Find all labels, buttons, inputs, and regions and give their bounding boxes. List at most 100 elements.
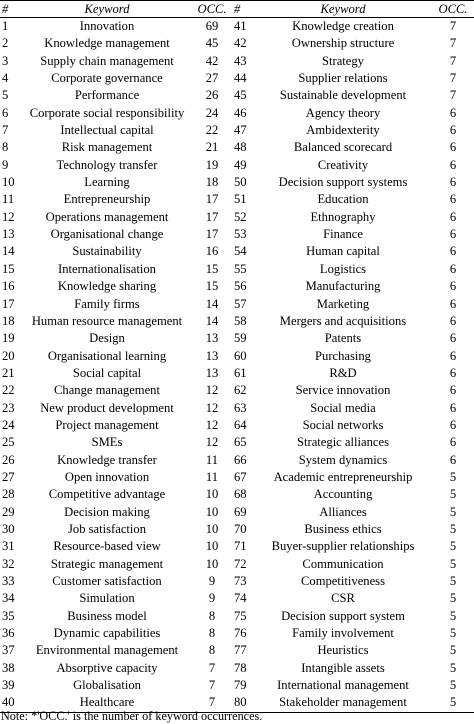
left-keyword-cell: Risk management	[61, 140, 153, 155]
right-rank-cell: 53	[234, 227, 247, 242]
right-rank-cell: 46	[234, 105, 247, 120]
table-row: 3 Supply chain management 42 43 Strategy 7	[0, 53, 474, 70]
left-keyword-cell: Sustainability	[72, 244, 142, 259]
right-rank-cell: 78	[234, 660, 247, 675]
table-row: 26 Knowledge transfer 11 66 System dynamics 6	[0, 452, 474, 469]
right-rank-cell: 60	[234, 348, 247, 363]
right-rank-cell: 72	[234, 556, 247, 571]
table-row: 24 Project management 12 64 Social networks 6	[0, 417, 474, 434]
left-rank-cell: 2	[2, 36, 9, 51]
table-row: 5 Performance 26 45 Sustainable development 7	[0, 87, 474, 104]
left-keyword-cell: Corporate governance	[51, 71, 163, 86]
table-row: 38 Absorptive capacity 7 78 Intangible asset…	[0, 660, 474, 677]
table-row: 19 Design 13 59 Patents 6	[0, 330, 474, 347]
left-rank-cell: 8	[2, 140, 9, 155]
left-rank-cell: 4	[2, 71, 9, 86]
right-occurrences-cell: 6	[449, 192, 457, 207]
table-row: 40 Healthcare 7 80 Stakeholder management 5	[0, 694, 474, 713]
right-occurrences-cell: 6	[449, 227, 457, 242]
right-rank-cell: 41	[234, 19, 247, 33]
left-keyword-cell: Change management	[54, 383, 160, 398]
right-keyword-cell: Mergers and acquisitions	[279, 313, 407, 328]
table-row: 18 Human resource management 14 58 Mergers a…	[0, 313, 474, 330]
right-rank-cell: 79	[234, 678, 247, 693]
right-rank-cell: 52	[234, 209, 247, 224]
right-rank-cell: 45	[234, 88, 247, 103]
header-keyword: Keyword	[320, 2, 366, 16]
right-occurrences-cell: 6	[449, 452, 457, 467]
right-rank-cell: 77	[234, 643, 247, 658]
left-rank-cell: 3	[2, 53, 9, 68]
right-keyword-cell: Buyer-supplier relationships	[271, 539, 415, 554]
right-keyword-cell: Business ethics	[304, 521, 382, 536]
left-keyword-cell: Entrepreneurship	[63, 192, 151, 207]
table-row: 6 Corporate social responsibility 24 46 Agen…	[0, 105, 474, 122]
header-number: #	[234, 2, 241, 16]
right-keyword-cell: Knowledge creation	[292, 19, 394, 33]
right-occurrences-cell: 6	[449, 417, 457, 432]
left-keyword-cell: Knowledge sharing	[57, 279, 157, 294]
left-rank-cell: 6	[2, 105, 9, 120]
table-row: 22 Change management 12 62 Service innovatio…	[0, 382, 474, 399]
table-row: 9 Technology transfer 19 49 Creativity 6	[0, 157, 474, 174]
left-occurrences-cell: 26	[205, 88, 219, 103]
right-rank-cell: 57	[234, 296, 247, 311]
right-keyword-cell: Ownership structure	[291, 36, 395, 51]
left-rank-cell: 35	[2, 608, 15, 623]
left-keyword-cell: Resource-based view	[53, 539, 161, 554]
left-rank-cell: 28	[2, 487, 15, 502]
left-rank-cell: 40	[2, 695, 15, 710]
left-occurrences-cell: 42	[205, 53, 219, 68]
left-keyword-cell: Decision making	[64, 504, 150, 519]
left-keyword-cell: New product development	[40, 400, 174, 415]
table-row: 36 Dynamic capabilities 8 76 Family involvem…	[0, 625, 474, 642]
right-occurrences-cell: 6	[449, 175, 457, 190]
right-occurrences-cell: 5	[449, 487, 457, 502]
right-rank-cell: 62	[234, 383, 247, 398]
left-occurrences-cell: 9	[208, 574, 216, 588]
left-keyword-cell: Open innovation	[64, 469, 150, 484]
right-rank-cell: 43	[234, 53, 247, 68]
left-keyword-cell: Simulation	[79, 591, 135, 606]
left-rank-cell: 9	[2, 157, 9, 172]
right-occurrences-cell: 5	[449, 643, 457, 658]
table-row: 12 Operations management 17 52 Ethnography 6	[0, 209, 474, 226]
table-row: 20 Organisational learning 13 60 Purchasing 6	[0, 348, 474, 365]
right-occurrences-cell: 6	[449, 140, 457, 155]
left-occurrences-cell: 22	[205, 123, 219, 138]
right-occurrences-cell: 6	[449, 331, 457, 346]
left-occurrences-cell: 14	[205, 313, 219, 328]
left-occurrences-cell: 19	[205, 157, 219, 172]
right-keyword-cell: Balanced scorecard	[293, 140, 393, 155]
left-keyword-cell: Intellectual capital	[60, 123, 154, 138]
left-keyword-cell: Healthcare	[79, 695, 135, 710]
left-rank-cell: 26	[2, 452, 15, 467]
right-occurrences-cell: 5	[449, 660, 457, 675]
left-occurrences-cell: 8	[208, 643, 216, 658]
left-keyword-cell: Performance	[74, 88, 140, 103]
left-occurrences-cell: 17	[205, 209, 219, 224]
right-occurrences-cell: 6	[449, 296, 457, 311]
left-rank-cell: 33	[2, 574, 15, 588]
left-rank-cell: 25	[2, 435, 15, 450]
left-rank-cell: 30	[2, 521, 15, 536]
right-keyword-cell: Purchasing	[315, 348, 371, 363]
right-keyword-cell: Logistics	[319, 261, 367, 276]
right-occurrences-cell: 5	[449, 695, 457, 710]
right-keyword-cell: Education	[317, 192, 369, 207]
right-keyword-cell: Ethnography	[310, 209, 376, 224]
right-rank-cell: 59	[234, 331, 247, 346]
right-rank-cell: 44	[234, 71, 247, 86]
left-keyword-cell: Customer satisfaction	[52, 574, 162, 588]
left-keyword-cell: Knowledge transfer	[57, 452, 157, 467]
right-keyword-cell: Sustainable development	[279, 88, 407, 103]
right-keyword-cell: Agency theory	[305, 105, 381, 120]
left-occurrences-cell: 24	[205, 105, 219, 120]
left-keyword-cell: Family firms	[74, 296, 140, 311]
header-occurrences: OCC.	[197, 2, 227, 16]
left-occurrences-cell: 12	[205, 400, 219, 415]
left-rank-cell: 24	[2, 417, 15, 432]
left-keyword-cell: Strategic management	[50, 556, 164, 571]
right-occurrences-cell: 6	[449, 105, 457, 120]
